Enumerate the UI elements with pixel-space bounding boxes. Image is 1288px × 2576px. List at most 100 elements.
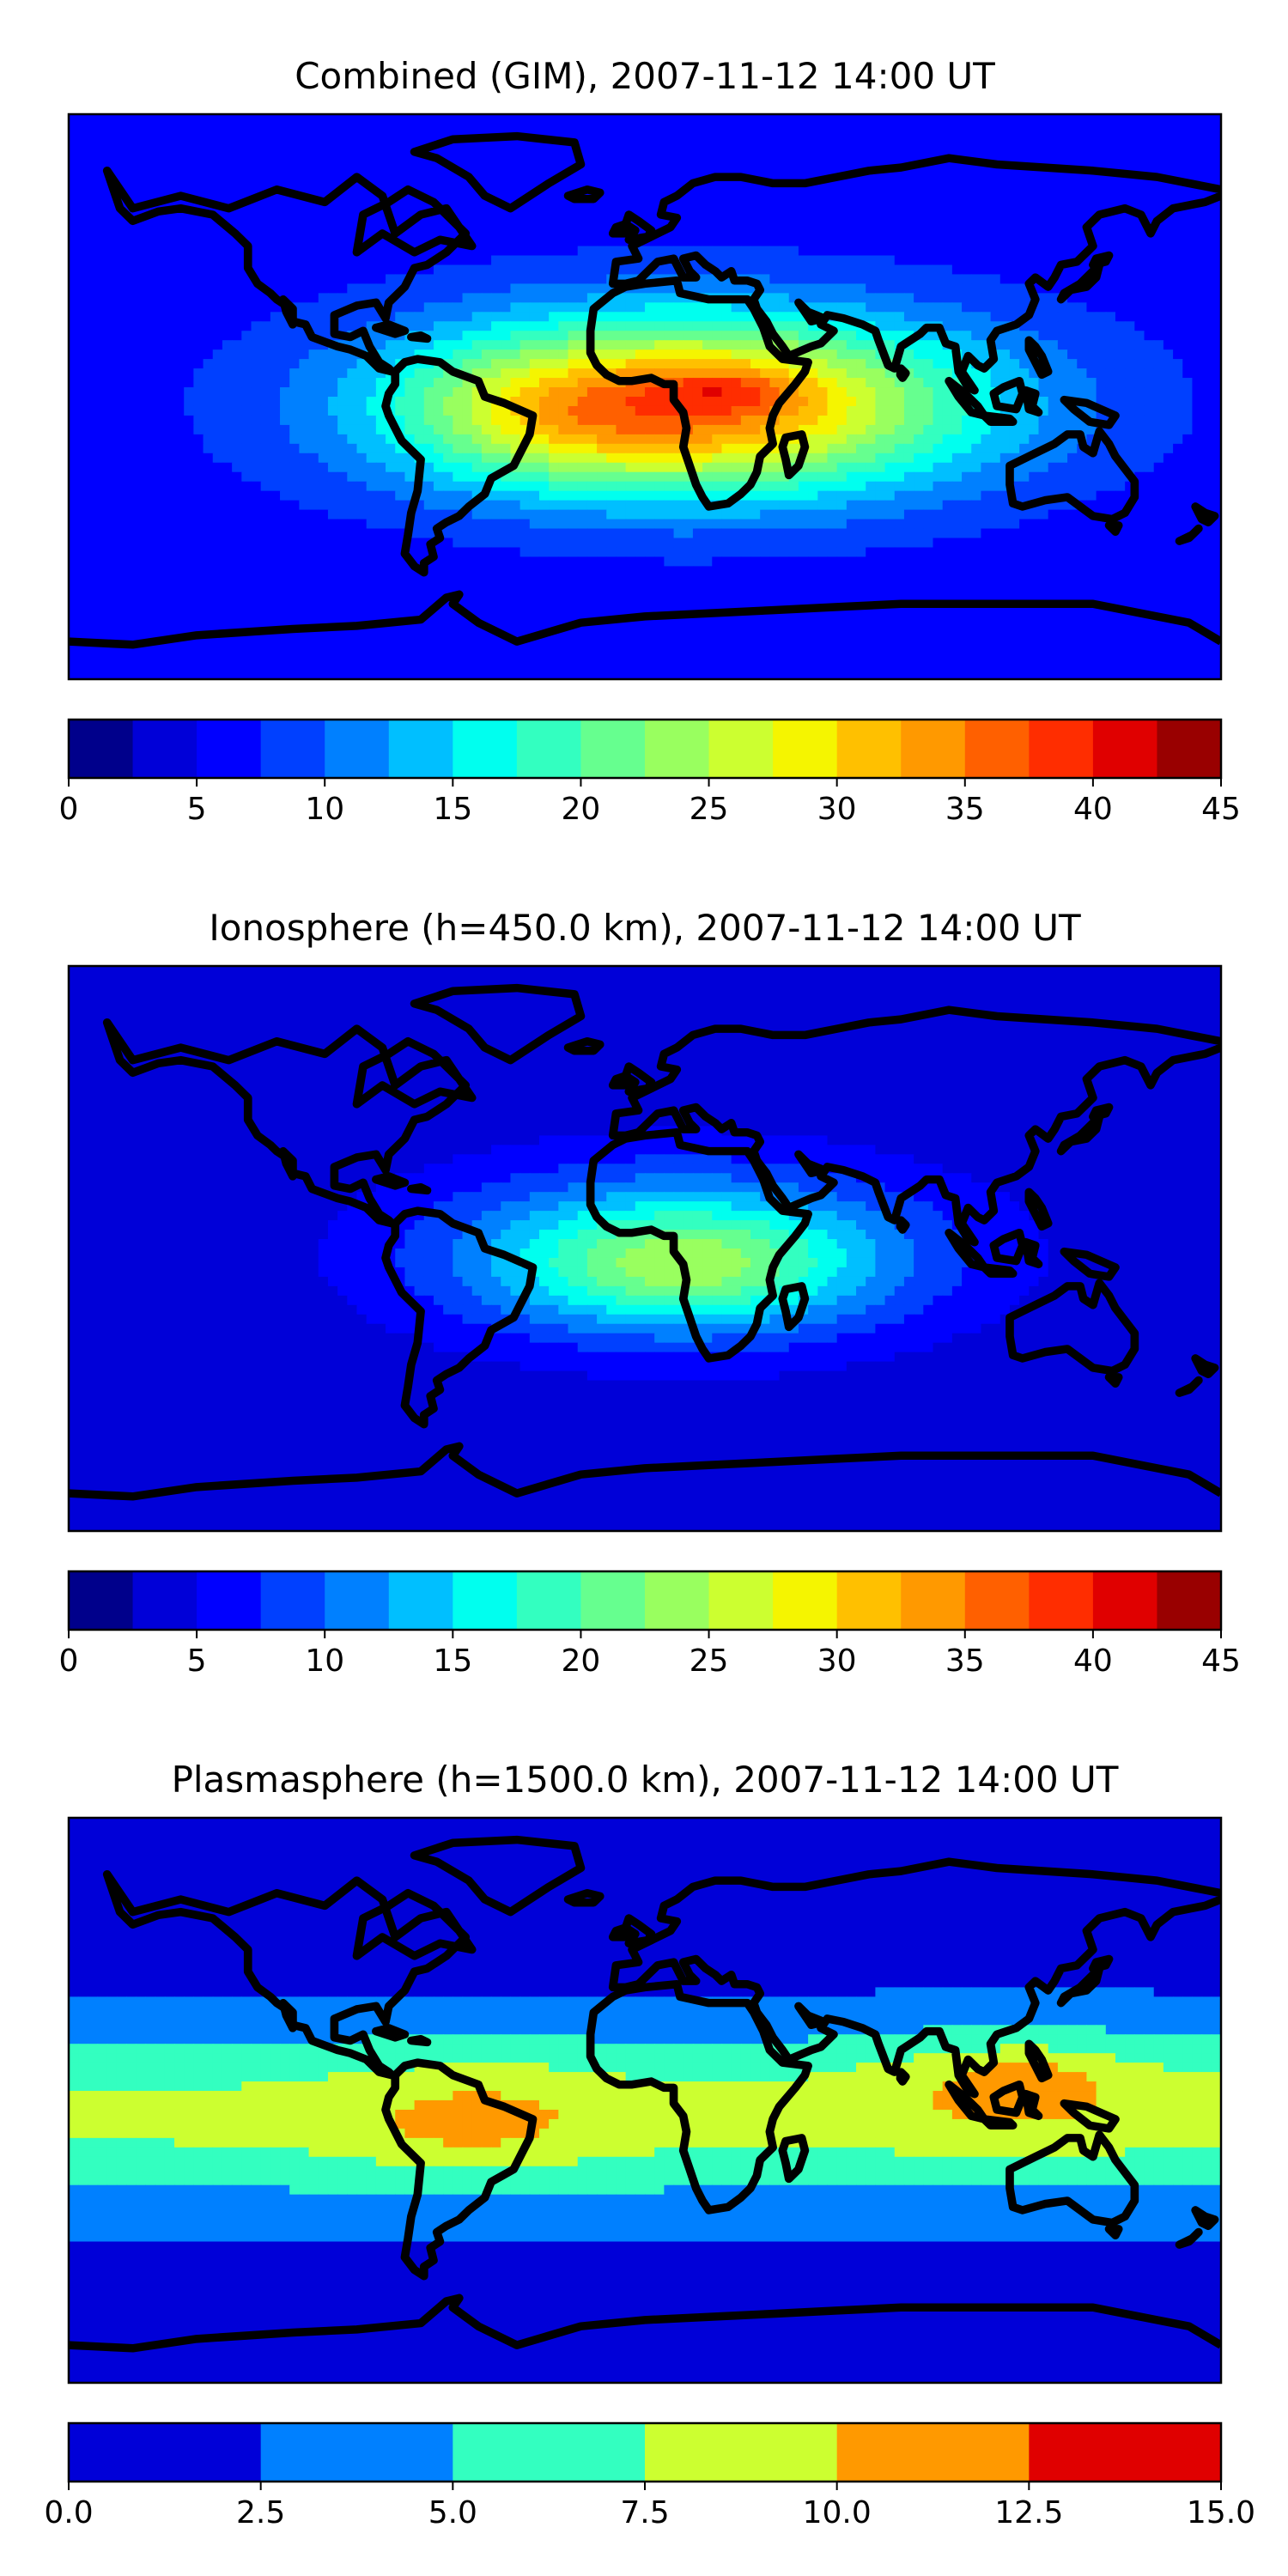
- heat-cell: [1086, 481, 1097, 492]
- heat-cell: [289, 264, 300, 276]
- heat-cell: [962, 481, 972, 492]
- heat-cell: [597, 481, 607, 492]
- heat-cell: [664, 359, 675, 369]
- heat-cell: [942, 293, 953, 303]
- heat-cell: [875, 123, 886, 134]
- heat-cell: [1009, 312, 1020, 322]
- heat-cell: [88, 462, 99, 473]
- heat-cell: [597, 302, 607, 313]
- heat-cell: [673, 378, 684, 388]
- heat-cell: [232, 471, 242, 483]
- heat-cell: [69, 434, 79, 445]
- heat-cell: [866, 217, 876, 228]
- heat-cell: [740, 151, 751, 162]
- heat-cell: [184, 500, 194, 511]
- heat-cell: [280, 283, 290, 294]
- heat-cell: [1019, 123, 1030, 134]
- heat-cell: [1067, 170, 1078, 181]
- heat-cell: [1009, 114, 1020, 125]
- heat-cell: [212, 189, 223, 200]
- heat-cell: [568, 397, 579, 407]
- heat-cell: [453, 302, 464, 313]
- heat-cell: [106, 415, 118, 426]
- heat-cell: [1038, 255, 1049, 266]
- heat-cell: [78, 161, 88, 172]
- heat-cell: [962, 227, 972, 238]
- heat-cell: [174, 123, 185, 134]
- heat-cell: [1153, 405, 1164, 416]
- heat-cell: [750, 227, 761, 238]
- heat-cell: [519, 217, 531, 228]
- heat-cell: [164, 293, 175, 303]
- heat-cell: [366, 378, 377, 388]
- heat-cell: [1009, 151, 1020, 162]
- heat-cell: [88, 246, 99, 257]
- heat-cell: [1029, 246, 1040, 257]
- heat-cell: [923, 359, 934, 369]
- heat-cell: [549, 443, 559, 454]
- heat-cell: [875, 471, 886, 483]
- heat-cell: [1134, 123, 1145, 134]
- heat-cell: [1201, 264, 1212, 276]
- heat-cell: [942, 274, 953, 284]
- heat-cell: [1086, 378, 1097, 388]
- heat-cell: [136, 189, 147, 200]
- heat-cell: [1182, 142, 1194, 153]
- heat-cell: [894, 378, 905, 388]
- heat-cell: [327, 142, 338, 153]
- heat-cell: [827, 368, 838, 379]
- heat-cell: [1173, 227, 1183, 238]
- heat-cell: [654, 443, 665, 454]
- heat-cell: [981, 198, 992, 210]
- heat-cell: [933, 368, 944, 379]
- heat-cell: [453, 170, 464, 181]
- heat-cell: [1153, 387, 1164, 398]
- heat-cell: [1134, 462, 1145, 473]
- heat-cell: [788, 246, 799, 257]
- heat-cell: [69, 453, 79, 464]
- heat-cell: [635, 179, 646, 191]
- heat-cell: [827, 227, 838, 238]
- heat-cell: [760, 132, 770, 143]
- heat-cell: [586, 161, 598, 172]
- heat-cell: [721, 142, 732, 153]
- heat-cell: [1163, 312, 1174, 322]
- heat-cell: [962, 312, 972, 322]
- heat-cell: [769, 208, 781, 219]
- heat-cell: [414, 227, 425, 238]
- heat-cell: [981, 208, 992, 219]
- heat-cell: [712, 349, 723, 360]
- heat-cell: [1115, 132, 1126, 143]
- heat-cell: [702, 198, 713, 210]
- heat-cell: [597, 123, 607, 134]
- heat-cell: [1086, 405, 1097, 416]
- heat-cell: [1134, 359, 1145, 369]
- heat-cell: [731, 114, 742, 125]
- heat-cell: [481, 123, 492, 134]
- heat-cell: [501, 405, 512, 416]
- heat-cell: [529, 321, 540, 331]
- heat-cell: [69, 340, 79, 350]
- heat-cell: [1009, 302, 1020, 313]
- heat-cell: [866, 189, 876, 200]
- heat-cell: [1038, 387, 1049, 398]
- heat-cell: [1153, 331, 1164, 341]
- heat-cell: [1105, 274, 1116, 284]
- heat-cell: [740, 264, 751, 276]
- heat-cell: [395, 312, 406, 322]
- heat-cell: [1163, 415, 1174, 426]
- heat-cell: [549, 302, 559, 313]
- heat-cell: [981, 368, 992, 379]
- heat-cell: [193, 189, 204, 200]
- heat-cell: [327, 198, 338, 210]
- heat-cell: [136, 179, 147, 191]
- heat-cell: [318, 462, 329, 473]
- heat-cell: [337, 114, 348, 125]
- heat-cell: [1029, 378, 1040, 388]
- heat-cell: [97, 453, 108, 464]
- heat-cell: [1182, 368, 1194, 379]
- heat-cell: [270, 424, 281, 435]
- heat-cell: [673, 227, 684, 238]
- heat-cell: [933, 312, 944, 322]
- heat-cell: [395, 142, 406, 153]
